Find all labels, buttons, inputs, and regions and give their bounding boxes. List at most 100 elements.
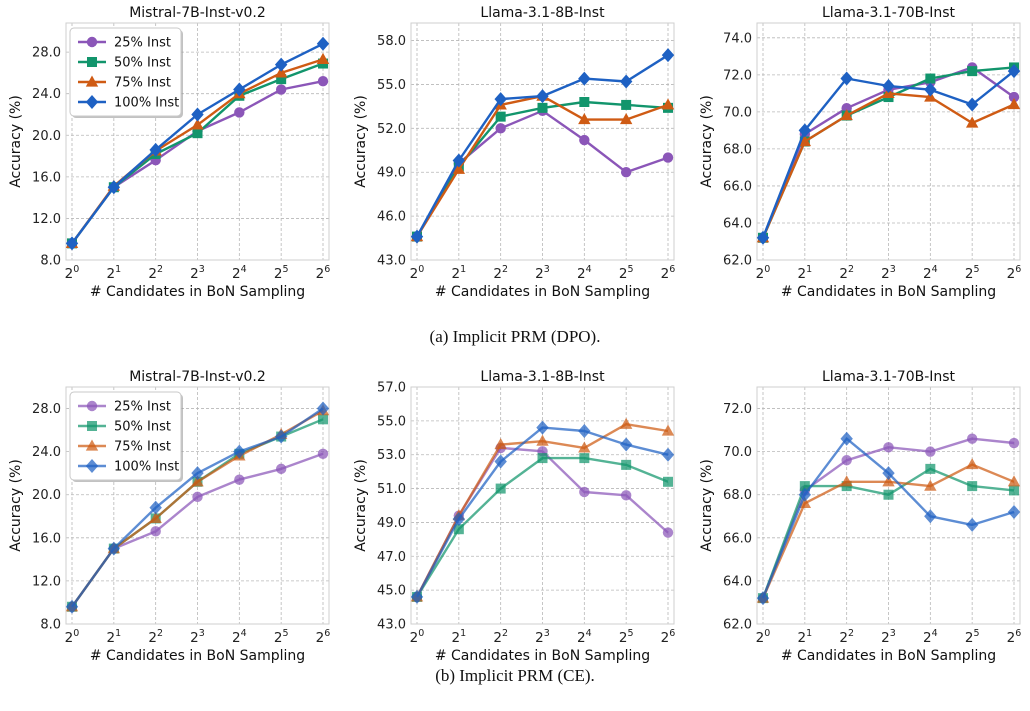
x-tick-label: 24: [923, 628, 938, 646]
x-tick-label: 23: [535, 628, 550, 646]
data-point: [841, 455, 852, 466]
x-tick-label: 20: [410, 264, 425, 282]
data-point: [453, 524, 464, 535]
data-point: [579, 97, 590, 107]
y-tick-label: 66.0: [723, 531, 752, 546]
data-point: [578, 441, 591, 453]
x-tick-label: 26: [661, 628, 676, 646]
x-axis-label: # Candidates in BoN Sampling: [90, 648, 305, 664]
series-100-inst: [65, 36, 330, 251]
data-point: [882, 78, 895, 93]
x-tick-label: 21: [452, 264, 467, 282]
chart-title: Llama-3.1-70B-Inst: [822, 5, 956, 21]
y-axis-label: Accuracy (%): [353, 95, 369, 188]
chart-title: Llama-3.1-8B-Inst: [480, 369, 605, 385]
data-point: [966, 433, 978, 444]
data-point: [536, 420, 549, 435]
y-tick-label: 49.0: [377, 516, 406, 531]
caption-ce: (b) Implicit PRM (CE).: [435, 666, 595, 685]
x-tick-label: 20: [410, 628, 425, 646]
data-point: [1007, 97, 1021, 110]
x-tick-label: 24: [577, 628, 592, 646]
data-point: [965, 97, 979, 112]
plot-frame: [410, 386, 675, 625]
x-tick-label: 24: [923, 264, 938, 282]
x-axis-label: # Candidates in BoN Sampling: [435, 284, 650, 300]
data-point: [579, 486, 590, 498]
y-axis-label: Accuracy (%): [8, 95, 24, 188]
x-tick-label: 26: [316, 628, 331, 646]
data-point: [316, 52, 330, 64]
data-point: [452, 512, 466, 527]
data-point: [233, 82, 246, 97]
data-point: [965, 517, 979, 532]
data-point: [1007, 475, 1021, 487]
data-point: [316, 401, 330, 416]
data-point: [65, 599, 79, 614]
data-point: [452, 162, 466, 174]
data-point: [274, 66, 288, 78]
x-tick-label: 23: [881, 264, 896, 282]
x-tick-label: 20: [756, 628, 771, 646]
data-point: [925, 446, 936, 457]
x-tick-label: 25: [619, 628, 634, 646]
y-tick-label: 66.0: [723, 179, 752, 194]
data-point: [191, 118, 204, 130]
chart-title: Llama-3.1-8B-Inst: [480, 5, 605, 21]
data-point: [620, 490, 632, 501]
legend-box: [69, 391, 182, 481]
x-tick-label: 26: [661, 264, 676, 282]
chart-dpo-llama-3-1-70b-inst: 62.0 64.0 66.0 68.0 70.0 72.0 74.0 20 21 22 23 24 25…: [699, 5, 1021, 300]
legend-marker: [87, 421, 97, 431]
data-point: [840, 475, 853, 487]
data-point: [192, 128, 203, 139]
data-point: [191, 107, 204, 122]
legend-entry: 100% Inst: [78, 95, 179, 111]
data-point: [840, 109, 853, 121]
data-point: [924, 509, 937, 524]
x-tick-label: 21: [107, 628, 122, 646]
legend-marker: [86, 400, 98, 412]
y-tick-label: 12.0: [32, 574, 61, 589]
data-point: [65, 236, 79, 251]
plot-frame: [65, 22, 330, 261]
data-point: [621, 459, 632, 470]
y-tick-label: 53.0: [377, 448, 406, 463]
data-point: [150, 526, 161, 537]
legend-marker: [87, 57, 97, 67]
data-point: [662, 527, 674, 538]
data-point: [234, 107, 245, 118]
legend-entry: 50% Inst: [78, 420, 171, 435]
data-point: [537, 102, 548, 113]
caption-dpo: (a) Implicit PRM (DPO).: [429, 327, 601, 346]
series-75-inst: [756, 458, 1021, 603]
y-tick-label: 52.0: [377, 122, 406, 137]
data-point: [621, 99, 632, 110]
data-point: [494, 438, 507, 450]
x-tick-label: 23: [190, 628, 205, 646]
data-point: [662, 152, 674, 163]
data-point: [619, 417, 633, 429]
legend-label: 75% Inst: [114, 76, 171, 91]
legend-marker: [85, 439, 99, 451]
data-point: [661, 447, 675, 462]
chart-ce-llama-3-1-70b-inst: 62.0 64.0 66.0 68.0 70.0 72.0 20 21 22 23 24 25 26 Ll…: [699, 369, 1021, 664]
data-point: [536, 89, 549, 104]
data-point: [840, 71, 853, 86]
data-point: [619, 437, 633, 452]
y-tick-label: 28.0: [32, 402, 61, 417]
y-axis-label: Accuracy (%): [699, 459, 715, 552]
x-tick-label: 22: [148, 628, 163, 646]
data-point: [620, 167, 632, 178]
series-100-inst: [65, 401, 330, 614]
x-tick-label: 21: [798, 628, 813, 646]
data-point: [274, 429, 288, 444]
data-point: [882, 475, 895, 487]
y-tick-label: 70.0: [723, 445, 752, 460]
data-point: [1008, 91, 1020, 103]
x-tick-label: 21: [798, 264, 813, 282]
data-point: [410, 589, 424, 604]
data-point: [1008, 437, 1020, 449]
chart-dpo-llama-3-1-8b-inst: 43.0 46.0 49.0 52.0 55.0 58.0 20 21 22 23 24 25 26 Ll…: [353, 5, 675, 300]
legend-entry: 25% Inst: [78, 36, 171, 51]
